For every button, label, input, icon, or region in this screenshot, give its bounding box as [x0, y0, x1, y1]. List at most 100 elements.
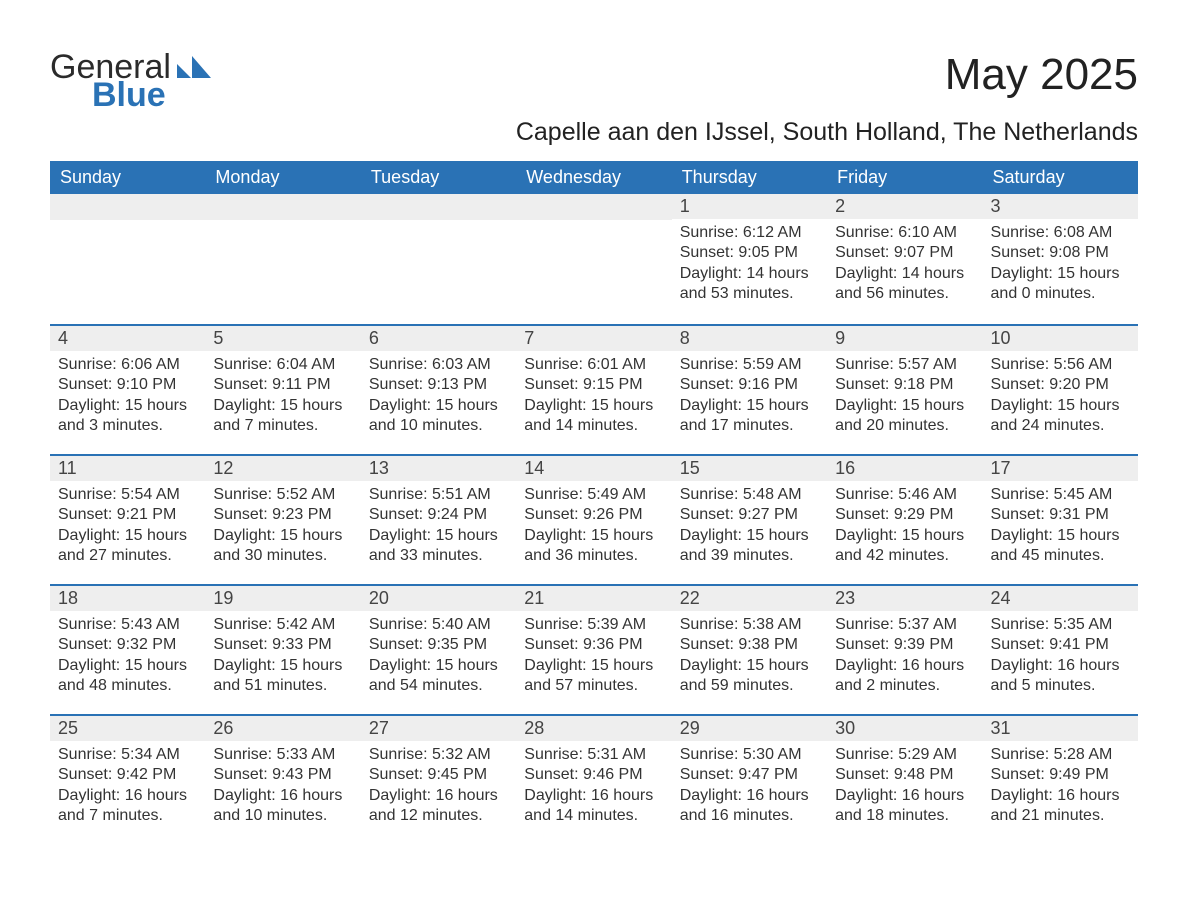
- daylight-line: Daylight: 15 hours and 39 minutes.: [680, 526, 819, 567]
- calendar-day-cell: 20Sunrise: 5:40 AMSunset: 9:35 PMDayligh…: [361, 584, 516, 714]
- calendar-body: 1Sunrise: 6:12 AMSunset: 9:05 PMDaylight…: [50, 194, 1138, 844]
- sunset-line: Sunset: 9:21 PM: [58, 505, 197, 525]
- calendar-day-cell: [361, 194, 516, 324]
- sunrise-line: Sunrise: 5:45 AM: [991, 485, 1130, 505]
- sunset-line: Sunset: 9:13 PM: [369, 375, 508, 395]
- day-details: Sunrise: 5:59 AMSunset: 9:16 PMDaylight:…: [672, 351, 827, 443]
- sunrise-line: Sunrise: 5:42 AM: [213, 615, 352, 635]
- day-number-bar: 22: [672, 584, 827, 611]
- sunset-line: Sunset: 9:16 PM: [680, 375, 819, 395]
- day-details: Sunrise: 6:03 AMSunset: 9:13 PMDaylight:…: [361, 351, 516, 443]
- sunset-line: Sunset: 9:49 PM: [991, 765, 1130, 785]
- sunset-line: Sunset: 9:32 PM: [58, 635, 197, 655]
- day-number-bar: 23: [827, 584, 982, 611]
- sunset-line: Sunset: 9:36 PM: [524, 635, 663, 655]
- sunset-line: Sunset: 9:18 PM: [835, 375, 974, 395]
- sunrise-line: Sunrise: 6:06 AM: [58, 355, 197, 375]
- calendar-day-cell: 9 Sunrise: 5:57 AMSunset: 9:18 PMDaylight…: [827, 324, 982, 454]
- daylight-line: Daylight: 15 hours and 10 minutes.: [369, 396, 508, 437]
- brand-icon: [177, 56, 211, 84]
- sunset-line: Sunset: 9:07 PM: [835, 243, 974, 263]
- day-number-bar: 11: [50, 454, 205, 481]
- day-number-bar: 4: [50, 324, 205, 351]
- day-details: Sunrise: 5:33 AMSunset: 9:43 PMDaylight:…: [205, 741, 360, 833]
- calendar-day-cell: 24Sunrise: 5:35 AMSunset: 9:41 PMDayligh…: [983, 584, 1138, 714]
- day-details: Sunrise: 6:12 AMSunset: 9:05 PMDaylight:…: [672, 219, 827, 311]
- day-number-bar: 18: [50, 584, 205, 611]
- sunrise-line: Sunrise: 5:31 AM: [524, 745, 663, 765]
- sunrise-line: Sunrise: 5:48 AM: [680, 485, 819, 505]
- calendar-day-cell: 5Sunrise: 6:04 AMSunset: 9:11 PMDaylight…: [205, 324, 360, 454]
- daylight-line: Daylight: 16 hours and 10 minutes.: [213, 786, 352, 827]
- sunset-line: Sunset: 9:27 PM: [680, 505, 819, 525]
- calendar-day-cell: 19Sunrise: 5:42 AMSunset: 9:33 PMDayligh…: [205, 584, 360, 714]
- daylight-line: Daylight: 15 hours and 33 minutes.: [369, 526, 508, 567]
- day-details: Sunrise: 6:01 AMSunset: 9:15 PMDaylight:…: [516, 351, 671, 443]
- calendar-day-cell: [516, 194, 671, 324]
- sunset-line: Sunset: 9:20 PM: [991, 375, 1130, 395]
- sunset-line: Sunset: 9:42 PM: [58, 765, 197, 785]
- day-number-bar: 13: [361, 454, 516, 481]
- day-details: Sunrise: 6:10 AMSunset: 9:07 PMDaylight:…: [827, 219, 982, 311]
- sunset-line: Sunset: 9:05 PM: [680, 243, 819, 263]
- day-number-bar: 7: [516, 324, 671, 351]
- weekday-header-row: SundayMondayTuesdayWednesdayThursdayFrid…: [50, 161, 1138, 194]
- daylight-line: Daylight: 15 hours and 7 minutes.: [213, 396, 352, 437]
- day-details: Sunrise: 5:37 AMSunset: 9:39 PMDaylight:…: [827, 611, 982, 703]
- day-details: Sunrise: 5:28 AMSunset: 9:49 PMDaylight:…: [983, 741, 1138, 833]
- daylight-line: Daylight: 15 hours and 20 minutes.: [835, 396, 974, 437]
- day-details: Sunrise: 5:45 AMSunset: 9:31 PMDaylight:…: [983, 481, 1138, 573]
- sunrise-line: Sunrise: 5:35 AM: [991, 615, 1130, 635]
- sunset-line: Sunset: 9:38 PM: [680, 635, 819, 655]
- day-number-bar: 16: [827, 454, 982, 481]
- calendar-day-cell: 15Sunrise: 5:48 AMSunset: 9:27 PMDayligh…: [672, 454, 827, 584]
- daylight-line: Daylight: 15 hours and 27 minutes.: [58, 526, 197, 567]
- day-details: Sunrise: 5:48 AMSunset: 9:27 PMDaylight:…: [672, 481, 827, 573]
- weekday-header: Monday: [205, 161, 360, 194]
- sunset-line: Sunset: 9:26 PM: [524, 505, 663, 525]
- day-number-bar: [50, 194, 205, 220]
- daylight-line: Daylight: 16 hours and 12 minutes.: [369, 786, 508, 827]
- day-details: Sunrise: 5:42 AMSunset: 9:33 PMDaylight:…: [205, 611, 360, 703]
- calendar-table: SundayMondayTuesdayWednesdayThursdayFrid…: [50, 161, 1138, 844]
- day-details: Sunrise: 5:52 AMSunset: 9:23 PMDaylight:…: [205, 481, 360, 573]
- day-details: Sunrise: 5:54 AMSunset: 9:21 PMDaylight:…: [50, 481, 205, 573]
- day-number-bar: 30: [827, 714, 982, 741]
- day-details: Sunrise: 5:35 AMSunset: 9:41 PMDaylight:…: [983, 611, 1138, 703]
- sunset-line: Sunset: 9:43 PM: [213, 765, 352, 785]
- sunset-line: Sunset: 9:33 PM: [213, 635, 352, 655]
- brand-text: General Blue: [50, 50, 171, 112]
- day-number-bar: [361, 194, 516, 220]
- calendar-day-cell: 3Sunrise: 6:08 AMSunset: 9:08 PMDaylight…: [983, 194, 1138, 324]
- daylight-line: Daylight: 15 hours and 59 minutes.: [680, 656, 819, 697]
- daylight-line: Daylight: 15 hours and 14 minutes.: [524, 396, 663, 437]
- calendar-day-cell: 11Sunrise: 5:54 AMSunset: 9:21 PMDayligh…: [50, 454, 205, 584]
- calendar-day-cell: 12Sunrise: 5:52 AMSunset: 9:23 PMDayligh…: [205, 454, 360, 584]
- calendar-day-cell: 8Sunrise: 5:59 AMSunset: 9:16 PMDaylight…: [672, 324, 827, 454]
- day-number-bar: 17: [983, 454, 1138, 481]
- daylight-line: Daylight: 15 hours and 30 minutes.: [213, 526, 352, 567]
- calendar-day-cell: 30Sunrise: 5:29 AMSunset: 9:48 PMDayligh…: [827, 714, 982, 844]
- calendar-week-row: 11Sunrise: 5:54 AMSunset: 9:21 PMDayligh…: [50, 454, 1138, 584]
- sunrise-line: Sunrise: 5:59 AM: [680, 355, 819, 375]
- day-number-bar: 6: [361, 324, 516, 351]
- calendar-day-cell: 21Sunrise: 5:39 AMSunset: 9:36 PMDayligh…: [516, 584, 671, 714]
- weekday-header: Thursday: [672, 161, 827, 194]
- sunrise-line: Sunrise: 5:51 AM: [369, 485, 508, 505]
- day-details: Sunrise: 5:30 AMSunset: 9:47 PMDaylight:…: [672, 741, 827, 833]
- sunrise-line: Sunrise: 5:56 AM: [991, 355, 1130, 375]
- day-number-bar: 9: [827, 324, 982, 351]
- day-number-bar: 24: [983, 584, 1138, 611]
- calendar-day-cell: 27Sunrise: 5:32 AMSunset: 9:45 PMDayligh…: [361, 714, 516, 844]
- calendar-day-cell: 16Sunrise: 5:46 AMSunset: 9:29 PMDayligh…: [827, 454, 982, 584]
- day-number-bar: [516, 194, 671, 220]
- daylight-line: Daylight: 15 hours and 36 minutes.: [524, 526, 663, 567]
- sunrise-line: Sunrise: 5:29 AM: [835, 745, 974, 765]
- day-details: Sunrise: 5:39 AMSunset: 9:36 PMDaylight:…: [516, 611, 671, 703]
- sunset-line: Sunset: 9:48 PM: [835, 765, 974, 785]
- sunset-line: Sunset: 9:39 PM: [835, 635, 974, 655]
- calendar-day-cell: 31Sunrise: 5:28 AMSunset: 9:49 PMDayligh…: [983, 714, 1138, 844]
- sunrise-line: Sunrise: 5:57 AM: [835, 355, 974, 375]
- sunrise-line: Sunrise: 5:38 AM: [680, 615, 819, 635]
- day-details: Sunrise: 5:49 AMSunset: 9:26 PMDaylight:…: [516, 481, 671, 573]
